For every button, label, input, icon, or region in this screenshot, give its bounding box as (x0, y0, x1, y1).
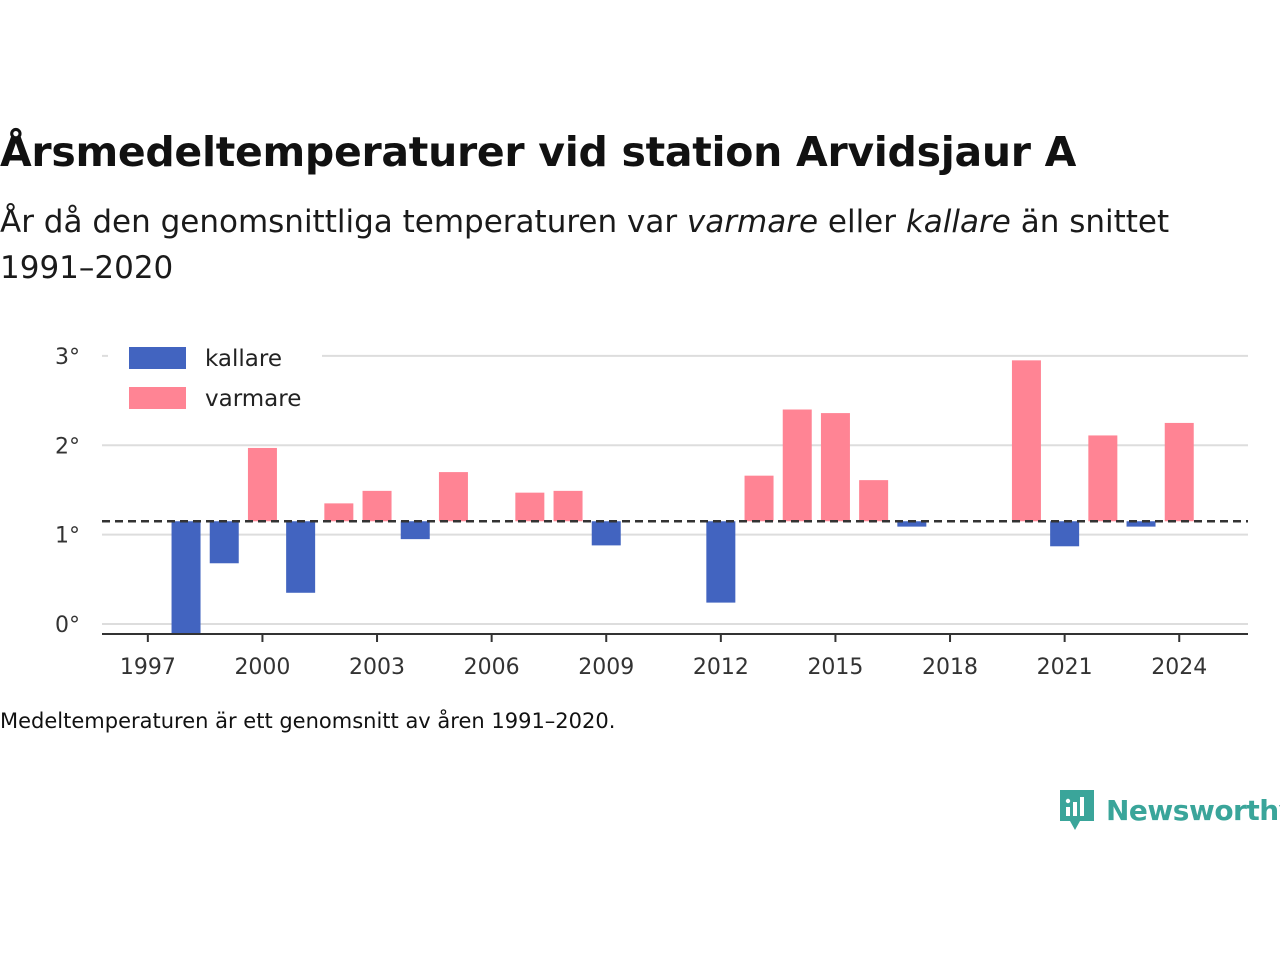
chart-subtitle: År då den genomsnittliga temperaturen va… (0, 199, 1200, 291)
bar-varmare-2015 (820, 413, 850, 522)
bar-varmare-2024 (1164, 422, 1194, 522)
temperature-bar-chart: 0° 1° 2° 3° 1997 2000 2003 2006 2009 2012 2015 2018… (55, 340, 1248, 680)
x-tick-label: 2012 (693, 655, 749, 680)
bar-kallare-2001 (286, 521, 316, 593)
legend-label-kallare: kallare (205, 346, 282, 372)
x-tick-label: 2015 (807, 655, 863, 680)
bar-kallare-2004 (400, 521, 430, 540)
y-tick-label: 0° (55, 613, 80, 638)
brand-logo: Newsworthy (1058, 788, 1280, 832)
bar-varmare-2008 (553, 490, 583, 522)
y-tick-label: 3° (55, 345, 80, 370)
bar-kallare-2021 (1050, 521, 1080, 547)
bar-kallare-1998 (171, 521, 201, 635)
bar-varmare-2007 (515, 492, 545, 522)
bar-kallare-2009 (591, 521, 621, 546)
x-tick-label: 2018 (922, 655, 978, 680)
bar-kallare-2017 (897, 521, 927, 527)
legend-label-varmare: varmare (205, 386, 301, 412)
subtitle-emphasis-colder: kallare (905, 204, 1011, 240)
x-tick-label: 2003 (349, 655, 405, 680)
bar-varmare-2005 (438, 472, 468, 522)
x-tick-label: 2000 (234, 655, 290, 680)
bar-varmare-2016 (859, 480, 889, 522)
bar-kallare-1999 (209, 521, 239, 564)
axes: 0° 1° 2° 3° 1997 2000 2003 2006 2009 2012 2015 2018… (55, 345, 1248, 680)
bar-varmare-2000 (247, 447, 277, 522)
subtitle-emphasis-warmer: varmare (686, 204, 819, 240)
bar-varmare-2022 (1088, 435, 1118, 522)
legend-swatch-kallare (129, 347, 186, 369)
x-tick-label: 1997 (120, 655, 176, 680)
x-tick-label: 2009 (578, 655, 634, 680)
chart-footnote: Medeltemperaturen är ett genomsnitt av å… (0, 709, 616, 733)
x-tick-label: 2021 (1037, 655, 1093, 680)
y-tick-label: 2° (55, 434, 80, 459)
legend-swatch-varmare (129, 387, 186, 409)
x-tick-label: 2024 (1151, 655, 1207, 680)
bar-kallare-2012 (706, 521, 736, 603)
bars (171, 360, 1194, 635)
newsworthy-logo-icon (1060, 790, 1094, 830)
bar-varmare-2003 (362, 490, 392, 522)
chart-title: Årsmedeltemperaturer vid station Arvidsj… (0, 128, 1077, 176)
subtitle-text-2: eller (818, 204, 906, 240)
bar-varmare-2002 (324, 503, 354, 522)
bar-varmare-2014 (782, 409, 812, 522)
subtitle-text-3: än snittet 1991–2020 (0, 204, 1170, 286)
subtitle-text-1: År då den genomsnittliga temperaturen va… (0, 204, 687, 240)
bar-varmare-2020 (1011, 360, 1041, 522)
x-tick-label: 2006 (464, 655, 520, 680)
y-tick-label: 1° (55, 524, 80, 549)
chart-legend: kallare varmare (108, 340, 322, 424)
bar-kallare-2023 (1126, 521, 1156, 527)
brand-name: Newsworthy (1106, 793, 1280, 827)
bar-varmare-2013 (744, 475, 774, 522)
